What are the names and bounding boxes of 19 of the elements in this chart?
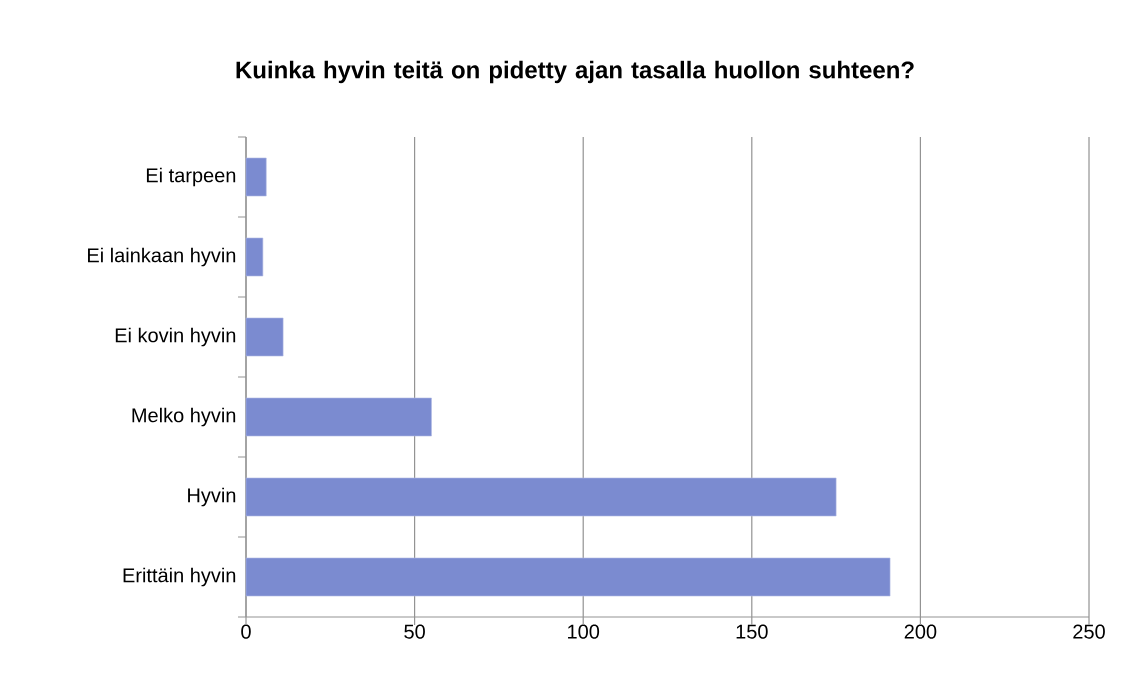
- bar: [245, 557, 891, 597]
- x-tick-label: 100: [568, 624, 600, 639]
- chart-title: Kuinka hyvin teitä on pidetty ajan tasalla huollon suhteen?: [236, 60, 914, 84]
- y-tick-label: Ei lainkaan hyvin: [88, 247, 236, 267]
- y-tick-label: Melko hyvin: [132, 407, 236, 427]
- bar: [245, 237, 264, 277]
- x-tick-label: 250: [1073, 624, 1105, 639]
- y-tick-label: Hyvin: [188, 487, 236, 507]
- bar: [245, 397, 432, 437]
- bar: [245, 157, 267, 197]
- bar: [245, 477, 837, 517]
- x-tick-label: 150: [736, 624, 768, 639]
- y-tick-label: Ei kovin hyvin: [115, 327, 236, 347]
- y-tick-label: Erittäin hyvin: [123, 567, 236, 587]
- x-tick-label: 200: [904, 624, 937, 639]
- y-tick-label: Ei tarpeen: [146, 167, 236, 187]
- x-tick-label: 50: [404, 624, 425, 639]
- x-tick-label: 0: [241, 624, 251, 639]
- bar: [245, 317, 284, 357]
